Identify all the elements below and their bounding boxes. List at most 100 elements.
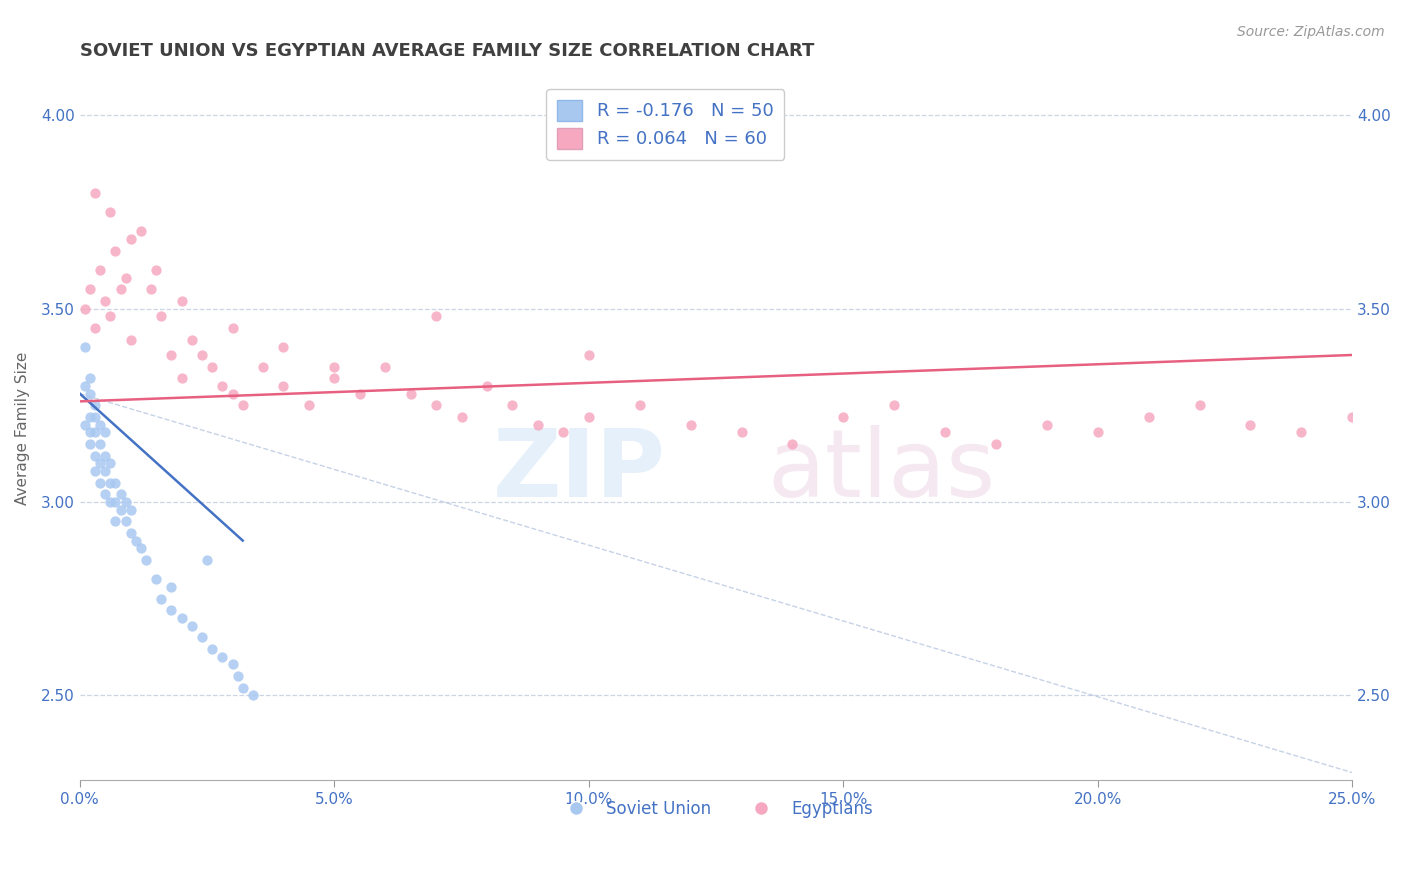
Point [349,386,371,401]
Point [100,495,122,509]
Point [129,541,152,556]
Point [135,553,157,567]
Point [84,464,107,478]
Point [730,425,752,440]
Point [100,205,122,219]
Point [104,495,127,509]
Point [1188,398,1211,412]
Point [94,425,117,440]
Y-axis label: Average Family Size: Average Family Size [15,351,30,505]
Point [120,525,142,540]
Point [323,359,346,374]
Point [100,475,122,490]
Point [100,310,122,324]
Point [89,475,111,490]
Point [450,409,472,424]
Point [782,437,804,451]
Point [221,321,243,335]
Point [94,487,117,501]
Text: Source: ZipAtlas.com: Source: ZipAtlas.com [1237,25,1385,39]
Point [73,301,96,316]
Point [399,386,422,401]
Point [242,688,264,702]
Point [221,657,243,672]
Point [679,417,702,432]
Point [180,333,202,347]
Point [195,553,218,567]
Point [628,398,651,412]
Point [139,282,162,296]
Point [79,282,101,296]
Point [114,270,136,285]
Point [578,409,600,424]
Point [120,502,142,516]
Point [425,310,447,324]
Point [984,437,1007,451]
Point [191,348,214,362]
Point [883,398,905,412]
Point [160,603,183,617]
Point [232,398,254,412]
Point [323,371,346,385]
Point [425,398,447,412]
Point [79,437,101,451]
Point [226,669,249,683]
Point [84,409,107,424]
Point [374,359,396,374]
Point [1291,425,1313,440]
Text: SOVIET UNION VS EGYPTIAN AVERAGE FAMILY SIZE CORRELATION CHART: SOVIET UNION VS EGYPTIAN AVERAGE FAMILY … [80,42,814,60]
Point [79,425,101,440]
Point [84,449,107,463]
Point [170,611,193,625]
Point [160,348,183,362]
Point [145,572,167,586]
Point [94,449,117,463]
Point [79,409,101,424]
Point [89,263,111,277]
Point [273,340,295,354]
Point [553,425,575,440]
Point [114,514,136,528]
Point [84,398,107,412]
Text: atlas: atlas [766,425,995,516]
Point [145,263,167,277]
Point [1087,425,1109,440]
Point [211,649,233,664]
Point [150,591,173,606]
Point [110,487,132,501]
Point [94,464,117,478]
Point [252,359,274,374]
Point [89,456,111,470]
Point [84,321,107,335]
Point [89,437,111,451]
Point [201,641,224,656]
Point [79,386,101,401]
Point [1341,409,1364,424]
Point [84,425,107,440]
Point [170,293,193,308]
Point [832,409,855,424]
Point [104,475,127,490]
Point [578,348,600,362]
Point [934,425,956,440]
Point [94,293,117,308]
Point [1137,409,1160,424]
Point [125,533,148,548]
Point [191,630,214,644]
Text: ZIP: ZIP [492,425,665,516]
Point [129,224,152,238]
Point [114,495,136,509]
Point [1239,417,1261,432]
Point [160,580,183,594]
Point [527,417,550,432]
Point [100,456,122,470]
Point [170,371,193,385]
Point [110,282,132,296]
Point [79,371,101,385]
Point [110,502,132,516]
Point [232,681,254,695]
Point [475,379,498,393]
Point [273,379,295,393]
Point [73,417,96,432]
Point [104,514,127,528]
